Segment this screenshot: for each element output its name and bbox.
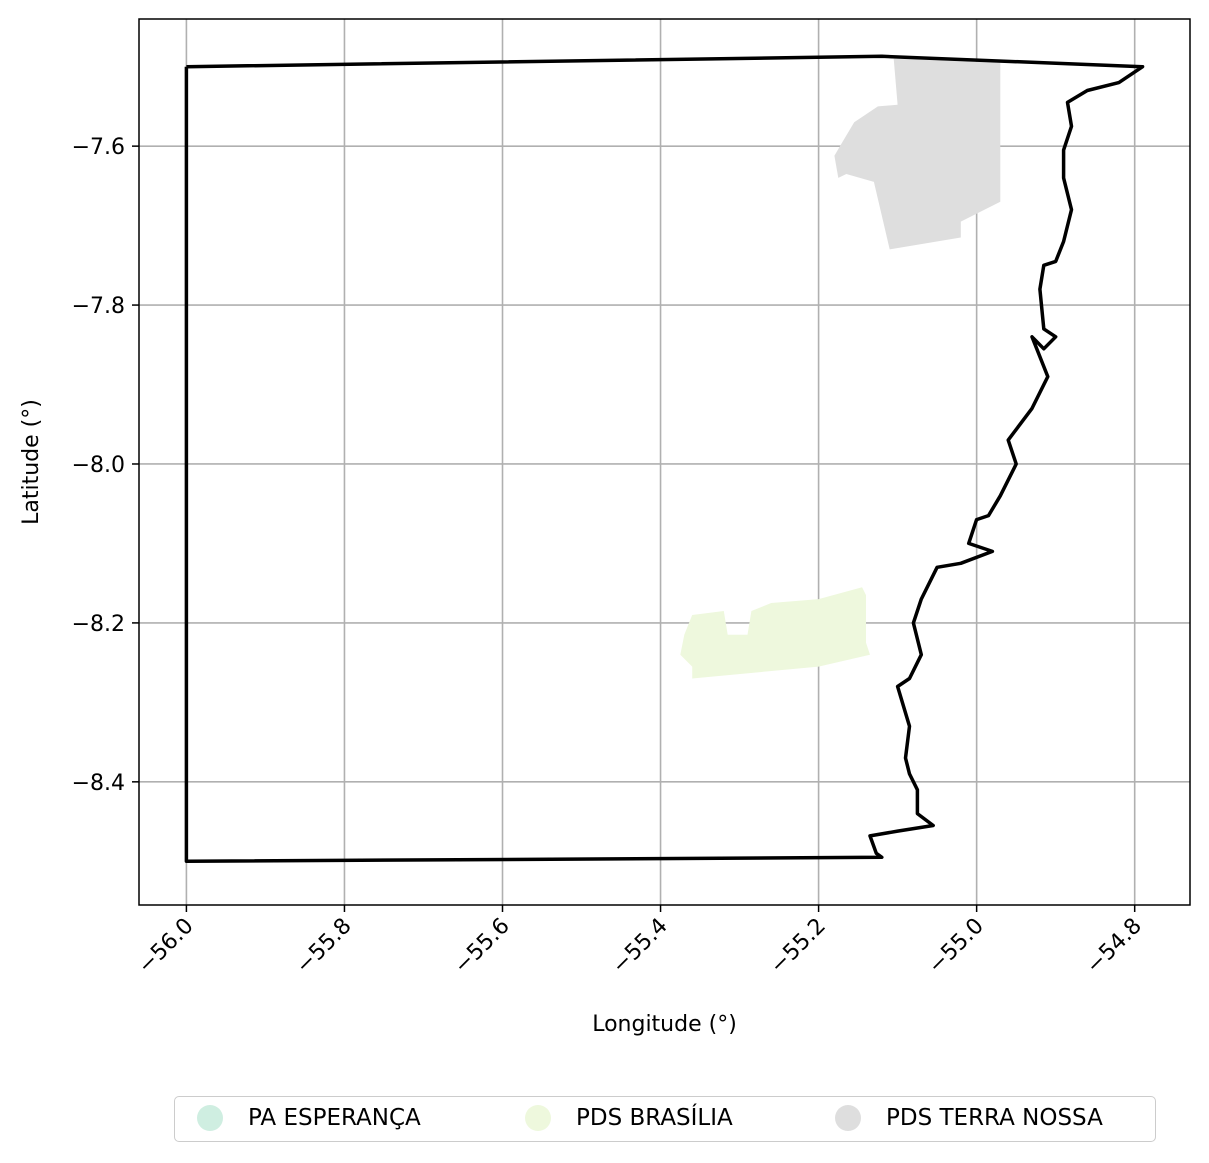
region-pds-brasilia (680, 587, 870, 678)
y-tick-label: −7.6 (72, 135, 125, 160)
legend-label: PA ESPERANÇA (248, 1105, 421, 1131)
y-tick-label: −8.0 (72, 453, 125, 478)
regions (680, 59, 1000, 679)
x-tick-label: −55.6 (449, 914, 514, 979)
legend-label: PDS TERRA NOSSA (886, 1105, 1103, 1131)
x-tick-label: −55.8 (291, 914, 356, 979)
y-tick-label: −8.2 (72, 612, 125, 637)
x-tick-label: −55.2 (765, 914, 830, 979)
x-tick-label: −56.0 (133, 914, 198, 979)
region-pds-terra-nossa (834, 59, 1000, 250)
y-tick-label: −8.4 (72, 771, 125, 796)
ticks: −56.0 −55.8 −55.6 −55.4 −55.2 −55.0 −54.8 −7.6 −… (72, 135, 1147, 979)
legend-label: PDS BRASÍLIA (576, 1105, 733, 1131)
legend-item-pa-esperanca: PA ESPERANÇA (197, 1105, 421, 1131)
y-tick-label: −7.8 (72, 294, 125, 319)
x-axis-label: Longitude (°) (592, 1012, 737, 1037)
legend: PA ESPERANÇA PDS BRASÍLIA PDS TERRA NOSS… (174, 1096, 1156, 1142)
legend-item-pds-terra-nossa: PDS TERRA NOSSA (835, 1105, 1103, 1131)
legend-item-pds-brasilia: PDS BRASÍLIA (525, 1105, 733, 1131)
grid (139, 19, 1190, 905)
y-axis-label: Latitude (°) (19, 399, 44, 525)
map-figure: −56.0 −55.8 −55.6 −55.4 −55.2 −55.0 −54.8 −7.6 −… (0, 0, 1209, 1080)
legend-swatch (525, 1105, 551, 1131)
legend-swatch (835, 1105, 861, 1131)
x-tick-label: −54.8 (1082, 914, 1147, 979)
plot-frame (139, 19, 1190, 905)
x-tick-label: −55.0 (924, 914, 989, 979)
x-tick-label: −55.4 (607, 914, 672, 979)
legend-swatch (197, 1105, 223, 1131)
